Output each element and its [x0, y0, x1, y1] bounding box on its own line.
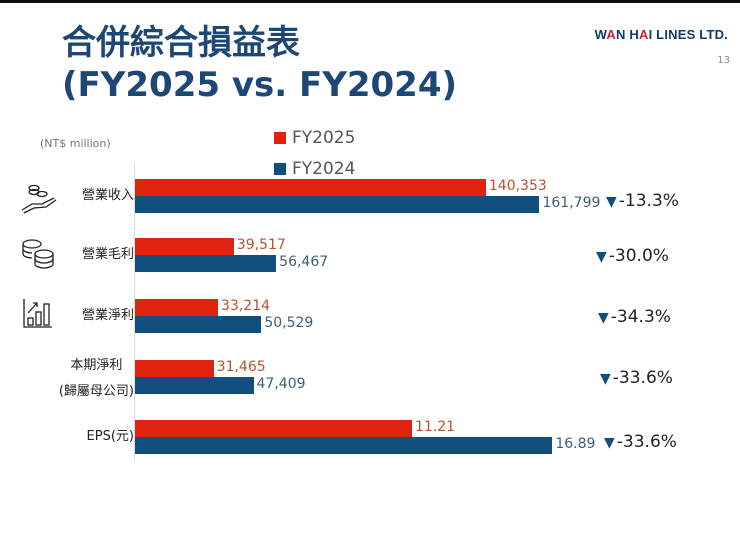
data-label-fy2024: 161,799: [542, 194, 601, 211]
page-title: 合併綜合損益表 (FY2025 vs. FY2024): [62, 22, 457, 106]
data-label-fy2025: 39,517: [236, 237, 286, 253]
change-value: -33.6%: [616, 432, 677, 452]
down-triangle-icon: ▼: [606, 194, 617, 210]
legend-fy2024: FY2024: [274, 159, 355, 179]
bar-fy2024: [135, 376, 254, 394]
unit-label: (NT$ million): [40, 137, 111, 150]
page-number: 13: [717, 55, 730, 66]
category-label: 本期淨利 (歸屬母公司): [59, 353, 134, 405]
category-label: 營業收入: [82, 184, 134, 208]
change-percent: ▼ -33.6%: [604, 432, 677, 452]
bar-fy2025: [135, 299, 219, 316]
change-percent: ▼ -33.6%: [600, 368, 673, 388]
legend-swatch: [274, 163, 286, 175]
data-label-fy2024: 47,409: [256, 375, 306, 392]
bar-fy2025: [135, 238, 234, 255]
data-label-fy2024: 56,467: [279, 253, 329, 270]
category-label-line: 營業毛利: [81, 247, 134, 262]
category-label-line: EPS(元): [86, 429, 134, 444]
bar-fy2025: [135, 420, 412, 437]
category-label-line: 本期淨利: [70, 358, 123, 373]
down-triangle-icon: ▼: [604, 435, 615, 451]
data-label-fy2024: 50,529: [264, 314, 314, 331]
data-label-fy2025: 31,465: [216, 359, 266, 375]
legend-label: FY2025: [292, 128, 356, 148]
down-triangle-icon: ▼: [598, 310, 609, 326]
legend-swatch: [274, 132, 286, 144]
category-axis: [134, 164, 135, 460]
category-label: EPS(元): [87, 425, 134, 449]
data-label-fy2024: 16.89: [555, 435, 596, 452]
change-percent: ▼ -30.0%: [596, 246, 669, 266]
bar-fy2024: [135, 254, 277, 272]
change-percent: ▼ -13.3%: [606, 191, 679, 211]
change-value: -13.3%: [618, 191, 679, 211]
company-logo: WAN HAI LINES LTD.: [594, 27, 728, 42]
bar-chart-growth-icon: [23, 299, 52, 328]
bar-fy2024: [135, 195, 540, 213]
down-triangle-icon: ▼: [600, 371, 611, 387]
category-label-line: 營業收入: [81, 188, 134, 203]
hand-coins-icon: [21, 184, 57, 214]
change-value: -33.6%: [612, 368, 673, 388]
category-label: 營業淨利: [82, 304, 134, 328]
change-percent: ▼ -34.3%: [598, 307, 671, 327]
data-label-fy2025: 140,353: [488, 178, 547, 194]
change-value: -30.0%: [608, 246, 669, 266]
bar-fy2025: [135, 360, 214, 377]
title-line-2: (FY2025 vs. FY2024): [62, 65, 458, 105]
down-triangle-icon: ▼: [596, 249, 607, 265]
title-line-1: 合併綜合損益表: [62, 23, 300, 63]
bar-fy2024: [135, 436, 553, 454]
data-label-fy2025: 33,214: [221, 298, 271, 314]
top-border: [0, 0, 740, 3]
data-label-fy2025: 11.21: [414, 419, 456, 435]
change-value: -34.3%: [610, 307, 671, 327]
category-label-line: 營業淨利: [81, 308, 134, 323]
category-label-line: (歸屬母公司): [58, 384, 134, 399]
legend-fy2025: FY2025: [274, 128, 355, 148]
bar-fy2025: [135, 179, 486, 196]
category-label: 營業毛利: [82, 243, 134, 267]
bar-fy2024: [135, 315, 262, 333]
legend-label: FY2024: [292, 159, 356, 179]
coin-stacks-icon: [22, 239, 54, 269]
